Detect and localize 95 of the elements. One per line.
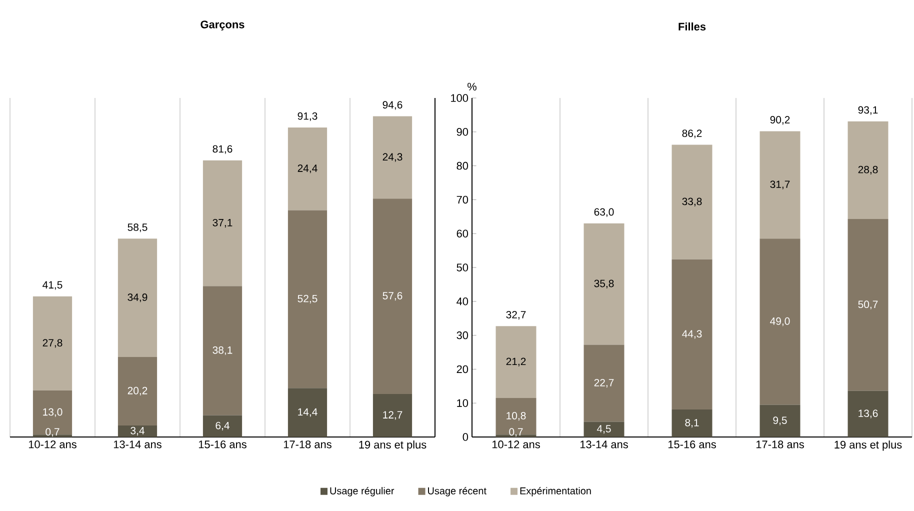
- bar: [288, 210, 328, 388]
- x-tick-label: 10-12 ans: [492, 440, 540, 448]
- data-label: 13,6: [858, 410, 878, 418]
- bar: [288, 127, 328, 210]
- y-tick-label: 50: [456, 264, 468, 272]
- y-tick-label: 80: [456, 162, 468, 170]
- bar: [32, 296, 72, 391]
- data-label: 52,5: [298, 294, 318, 304]
- data-label: 33,8: [682, 198, 702, 206]
- bar: [118, 356, 158, 426]
- x-tick-label: 15-16 ans: [198, 440, 246, 448]
- y-tick-label: 10: [457, 399, 468, 407]
- bar: [584, 344, 624, 422]
- bar: [848, 121, 888, 220]
- data-label: 24,3: [382, 153, 402, 162]
- chart-title: Garçons: [200, 20, 244, 30]
- data-label: 4,5: [596, 425, 611, 434]
- bar: [288, 388, 328, 437]
- bar: [760, 238, 800, 405]
- bar: [202, 415, 242, 437]
- bar: [672, 410, 712, 437]
- bar: [848, 219, 888, 391]
- y-tick-label: 60: [456, 230, 468, 238]
- x-tick-label: 17-18 ans: [284, 440, 332, 448]
- data-label: 27,8: [42, 339, 62, 348]
- bar: [372, 116, 412, 199]
- bar: [118, 238, 158, 357]
- data-label: 57,6: [382, 292, 402, 301]
- bar: [760, 404, 800, 437]
- x-tick-label: 19 ans et plus: [834, 440, 902, 451]
- x-tick-label: 10-12 ans: [28, 440, 76, 448]
- total-label: 81,6: [212, 145, 232, 154]
- data-label: 12,7: [383, 411, 402, 420]
- bar: [202, 286, 242, 416]
- bar: [372, 198, 412, 394]
- chart-title: Filles: [678, 22, 706, 30]
- y-tick-label: 30: [456, 331, 468, 340]
- total-label: 91,3: [298, 112, 318, 121]
- legend-label: Usage régulier: [330, 486, 394, 496]
- bar: [760, 131, 800, 239]
- data-label: 24,4: [298, 164, 318, 174]
- total-label: 63,0: [594, 208, 614, 217]
- data-label: 9,5: [773, 416, 787, 426]
- total-label: 41,5: [42, 281, 62, 290]
- data-label: 21,2: [506, 358, 526, 366]
- data-label: 31,7: [770, 180, 790, 190]
- y-tick-label: 90: [456, 128, 468, 136]
- y-tick-label: 70: [456, 196, 468, 204]
- bar: [848, 390, 888, 437]
- y-tick-label: 0: [462, 433, 468, 441]
- data-label: 3,4: [130, 426, 144, 436]
- bar: [496, 398, 536, 435]
- bar: [372, 394, 412, 437]
- bar: [584, 422, 624, 437]
- x-tick-label: 17-18 ans: [756, 440, 804, 448]
- data-label: 6,4: [216, 422, 230, 430]
- bar: [496, 326, 536, 398]
- data-label: 35,8: [594, 280, 614, 288]
- total-label: 94,6: [382, 101, 402, 110]
- total-label: 58,5: [128, 224, 148, 232]
- bar: [672, 259, 712, 410]
- data-label: 34,9: [128, 294, 148, 302]
- data-label: 50,7: [858, 300, 878, 310]
- data-label: 20,2: [128, 386, 148, 396]
- data-label: 8,1: [685, 418, 699, 428]
- data-label: 38,1: [212, 346, 232, 356]
- y-tick-label: 40: [456, 298, 468, 306]
- data-label: 22,7: [594, 378, 614, 388]
- data-label: 13,0: [43, 408, 62, 417]
- data-label: 0,7: [509, 428, 523, 437]
- bar: [202, 160, 242, 286]
- bar: [672, 144, 712, 260]
- y-axis-title: %: [468, 82, 476, 90]
- y-tick-label: 100: [451, 94, 468, 102]
- bar: [32, 390, 72, 435]
- legend-label: Expérimentation: [520, 486, 591, 496]
- bar: [118, 425, 158, 437]
- bar: [584, 223, 624, 345]
- total-label: 86,2: [682, 130, 702, 138]
- legend-label: Usage récent: [428, 486, 486, 496]
- data-label: 37,1: [212, 218, 232, 228]
- total-label: 32,7: [506, 310, 526, 320]
- x-tick-label: 13-14 ans: [580, 440, 628, 448]
- data-label: 28,8: [858, 166, 878, 175]
- data-label: 49,0: [770, 317, 790, 326]
- x-tick-label: 13-14 ans: [114, 440, 162, 448]
- x-tick-label: 19 ans et plus: [359, 440, 426, 451]
- data-label: 0,7: [46, 428, 60, 437]
- data-label: 44,3: [682, 330, 702, 339]
- total-label: 93,1: [858, 106, 878, 115]
- y-tick-label: 20: [456, 365, 468, 374]
- data-label: 10,8: [506, 412, 526, 421]
- x-tick-label: 15-16 ans: [668, 440, 716, 448]
- total-label: 90,2: [770, 116, 790, 125]
- data-label: 14,4: [298, 408, 318, 417]
